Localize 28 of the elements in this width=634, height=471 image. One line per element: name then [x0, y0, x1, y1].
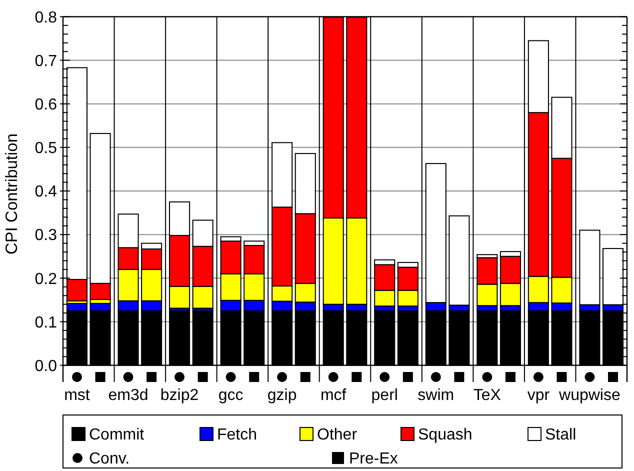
x-tick-label: swim — [418, 387, 454, 404]
x-tick-label: gcc — [218, 387, 244, 404]
y-tick-label: 0.4 — [34, 184, 58, 201]
y-tick-label: 0.2 — [34, 270, 58, 288]
y-tick-label: 0.3 — [34, 227, 58, 244]
legend-label: Other — [317, 426, 358, 444]
y-axis-title: CPI Contribution — [3, 133, 21, 255]
x-tick-label: mst — [64, 387, 90, 404]
x-tick-label: bzip2 — [160, 387, 199, 404]
x-tick-label: vpr — [527, 387, 550, 404]
legend-label: Fetch — [217, 426, 258, 444]
x-tick-label: gzip — [267, 387, 297, 404]
text: Conv. — [89, 450, 130, 468]
y-tick-label: 0.0 — [34, 358, 58, 375]
y-tick-label: 0.7 — [34, 52, 58, 70]
x-tick-label: em3d — [108, 387, 148, 404]
y-tick-label: 0.1 — [34, 314, 58, 332]
x-tick-label: mcf — [320, 387, 347, 404]
x-tick-label: wupwise — [558, 387, 620, 404]
legend-label: Commit — [89, 426, 145, 444]
y-tick-label: 0.6 — [34, 96, 58, 114]
legend-label: Squash — [418, 426, 472, 444]
text: Pre-Ex — [349, 450, 398, 468]
y-tick-label: 0.8 — [34, 9, 58, 26]
y-tick-label: 0.5 — [34, 140, 58, 158]
x-tick-label: perl — [371, 387, 398, 404]
x-tick-label: TeX — [473, 387, 502, 404]
legend-label: Stall — [545, 426, 576, 444]
